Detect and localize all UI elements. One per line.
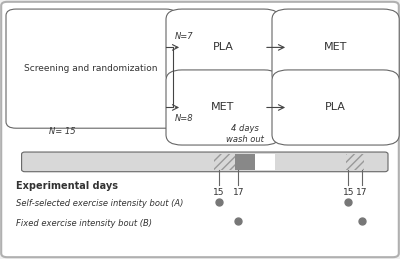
- Text: PLA: PLA: [325, 103, 346, 112]
- Point: [235, 219, 242, 224]
- Bar: [214, 154, 235, 170]
- FancyBboxPatch shape: [166, 70, 280, 145]
- Text: Self-selected exercise intensity bout (A): Self-selected exercise intensity bout (A…: [16, 199, 183, 208]
- Text: MET: MET: [324, 42, 347, 52]
- Text: N=7: N=7: [175, 32, 194, 41]
- Text: Screening and randomization: Screening and randomization: [24, 64, 158, 73]
- Text: 17: 17: [356, 188, 368, 197]
- Point: [345, 200, 352, 204]
- Text: Experimental days: Experimental days: [16, 181, 118, 191]
- FancyBboxPatch shape: [272, 9, 399, 85]
- FancyBboxPatch shape: [6, 9, 176, 128]
- Text: MET: MET: [211, 103, 235, 112]
- Text: 4 days
wash out: 4 days wash out: [226, 124, 264, 144]
- Bar: [235, 154, 255, 170]
- Bar: [255, 154, 275, 170]
- FancyBboxPatch shape: [22, 152, 388, 172]
- FancyBboxPatch shape: [1, 2, 399, 257]
- Text: 15: 15: [343, 188, 354, 197]
- Point: [359, 219, 365, 224]
- FancyBboxPatch shape: [272, 70, 399, 145]
- Point: [216, 200, 222, 204]
- Text: Fixed exercise intensity bout (B): Fixed exercise intensity bout (B): [16, 219, 152, 228]
- FancyBboxPatch shape: [166, 9, 280, 85]
- Text: 17: 17: [233, 188, 244, 197]
- Text: N=8: N=8: [175, 114, 194, 123]
- Text: PLA: PLA: [212, 42, 234, 52]
- Text: N= 15: N= 15: [49, 127, 75, 136]
- Text: 15: 15: [213, 188, 224, 197]
- Bar: [346, 154, 364, 170]
